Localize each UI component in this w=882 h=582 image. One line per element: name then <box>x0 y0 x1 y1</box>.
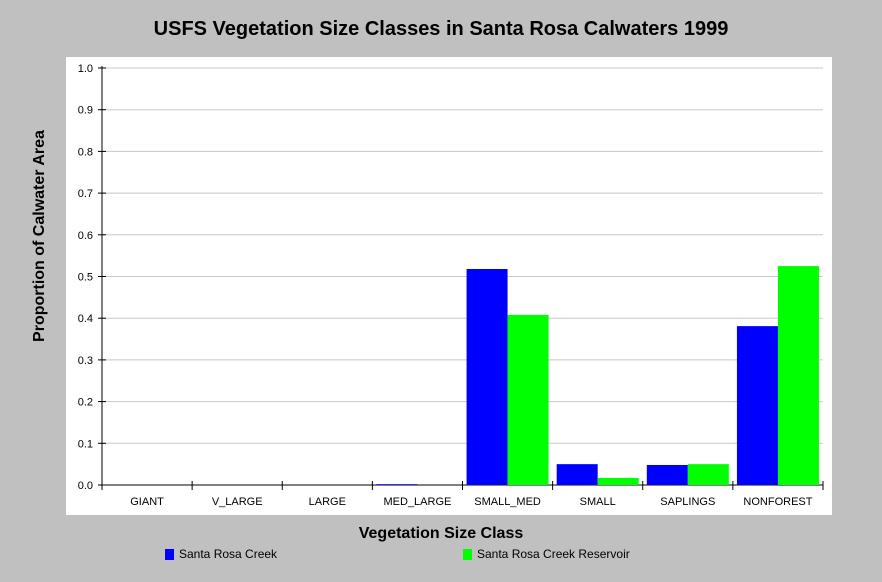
x-tick-label-1: V_LARGE <box>212 496 263 508</box>
bar-series-1-small-med <box>507 314 549 485</box>
bar-series-0-nonforest <box>736 326 778 485</box>
x-tick-label-7: NONFOREST <box>743 496 812 508</box>
y-tick-label-3: 0.3 <box>78 355 93 367</box>
legend-label-series-1: Santa Rosa Creek Reservoir <box>477 547 630 561</box>
bar-series-0-small <box>556 464 598 485</box>
legend-label-series-0: Santa Rosa Creek <box>179 547 278 561</box>
x-tick-label-2: LARGE <box>309 496 346 508</box>
x-tick-label-0: GIANT <box>130 496 164 508</box>
chart-title: USFS Vegetation Size Classes in Santa Ro… <box>153 18 729 40</box>
legend-swatch-series-0 <box>165 548 174 560</box>
x-tick-label-4: SMALL_MED <box>474 496 541 508</box>
y-tick-label-10: 1.0 <box>78 63 93 75</box>
bar-series-0-small-med <box>466 268 508 485</box>
chart-svg: 0.0 0.1 0.2 0.3 0.4 0.5 0.6 0.7 0.8 0.9 1.0 GIANT V_… <box>78 63 824 508</box>
bar-series-0-saplings <box>646 464 688 485</box>
legend-item-series-1: Santa Rosa Creek Reservoir <box>463 546 630 562</box>
bar-series-1-small <box>597 477 639 485</box>
bar-series-1-nonforest <box>777 266 819 485</box>
y-tick-label-9: 0.9 <box>78 105 93 117</box>
y-tick-label-5: 0.5 <box>78 272 93 284</box>
bar-series-0-med-large <box>376 484 418 485</box>
legend-item-series-0: Santa Rosa Creek <box>165 546 277 562</box>
y-tick-label-1: 0.1 <box>78 438 93 450</box>
y-tick-label-7: 0.7 <box>78 188 93 200</box>
x-tick-label-6: SAPLINGS <box>660 496 715 508</box>
legend-swatch-series-1 <box>463 548 472 560</box>
y-tick-label-4: 0.4 <box>78 313 93 325</box>
plot-panel: 0.0 0.1 0.2 0.3 0.4 0.5 0.6 0.7 0.8 0.9 1.0 GIANT V_… <box>66 57 832 515</box>
y-tick-label-2: 0.2 <box>78 397 93 409</box>
y-tick-label-0: 0.0 <box>78 480 93 492</box>
x-tick-label-3: MED_LARGE <box>384 496 452 508</box>
y-tick-label-8: 0.8 <box>78 146 93 158</box>
x-axis-title: Vegetation Size Class <box>358 525 524 542</box>
y-axis-title: Proportion of Calwater Area <box>31 130 48 342</box>
y-tick-label-6: 0.6 <box>78 230 93 242</box>
bar-series-1-saplings <box>687 464 729 485</box>
x-tick-label-5: SMALL <box>580 496 616 508</box>
